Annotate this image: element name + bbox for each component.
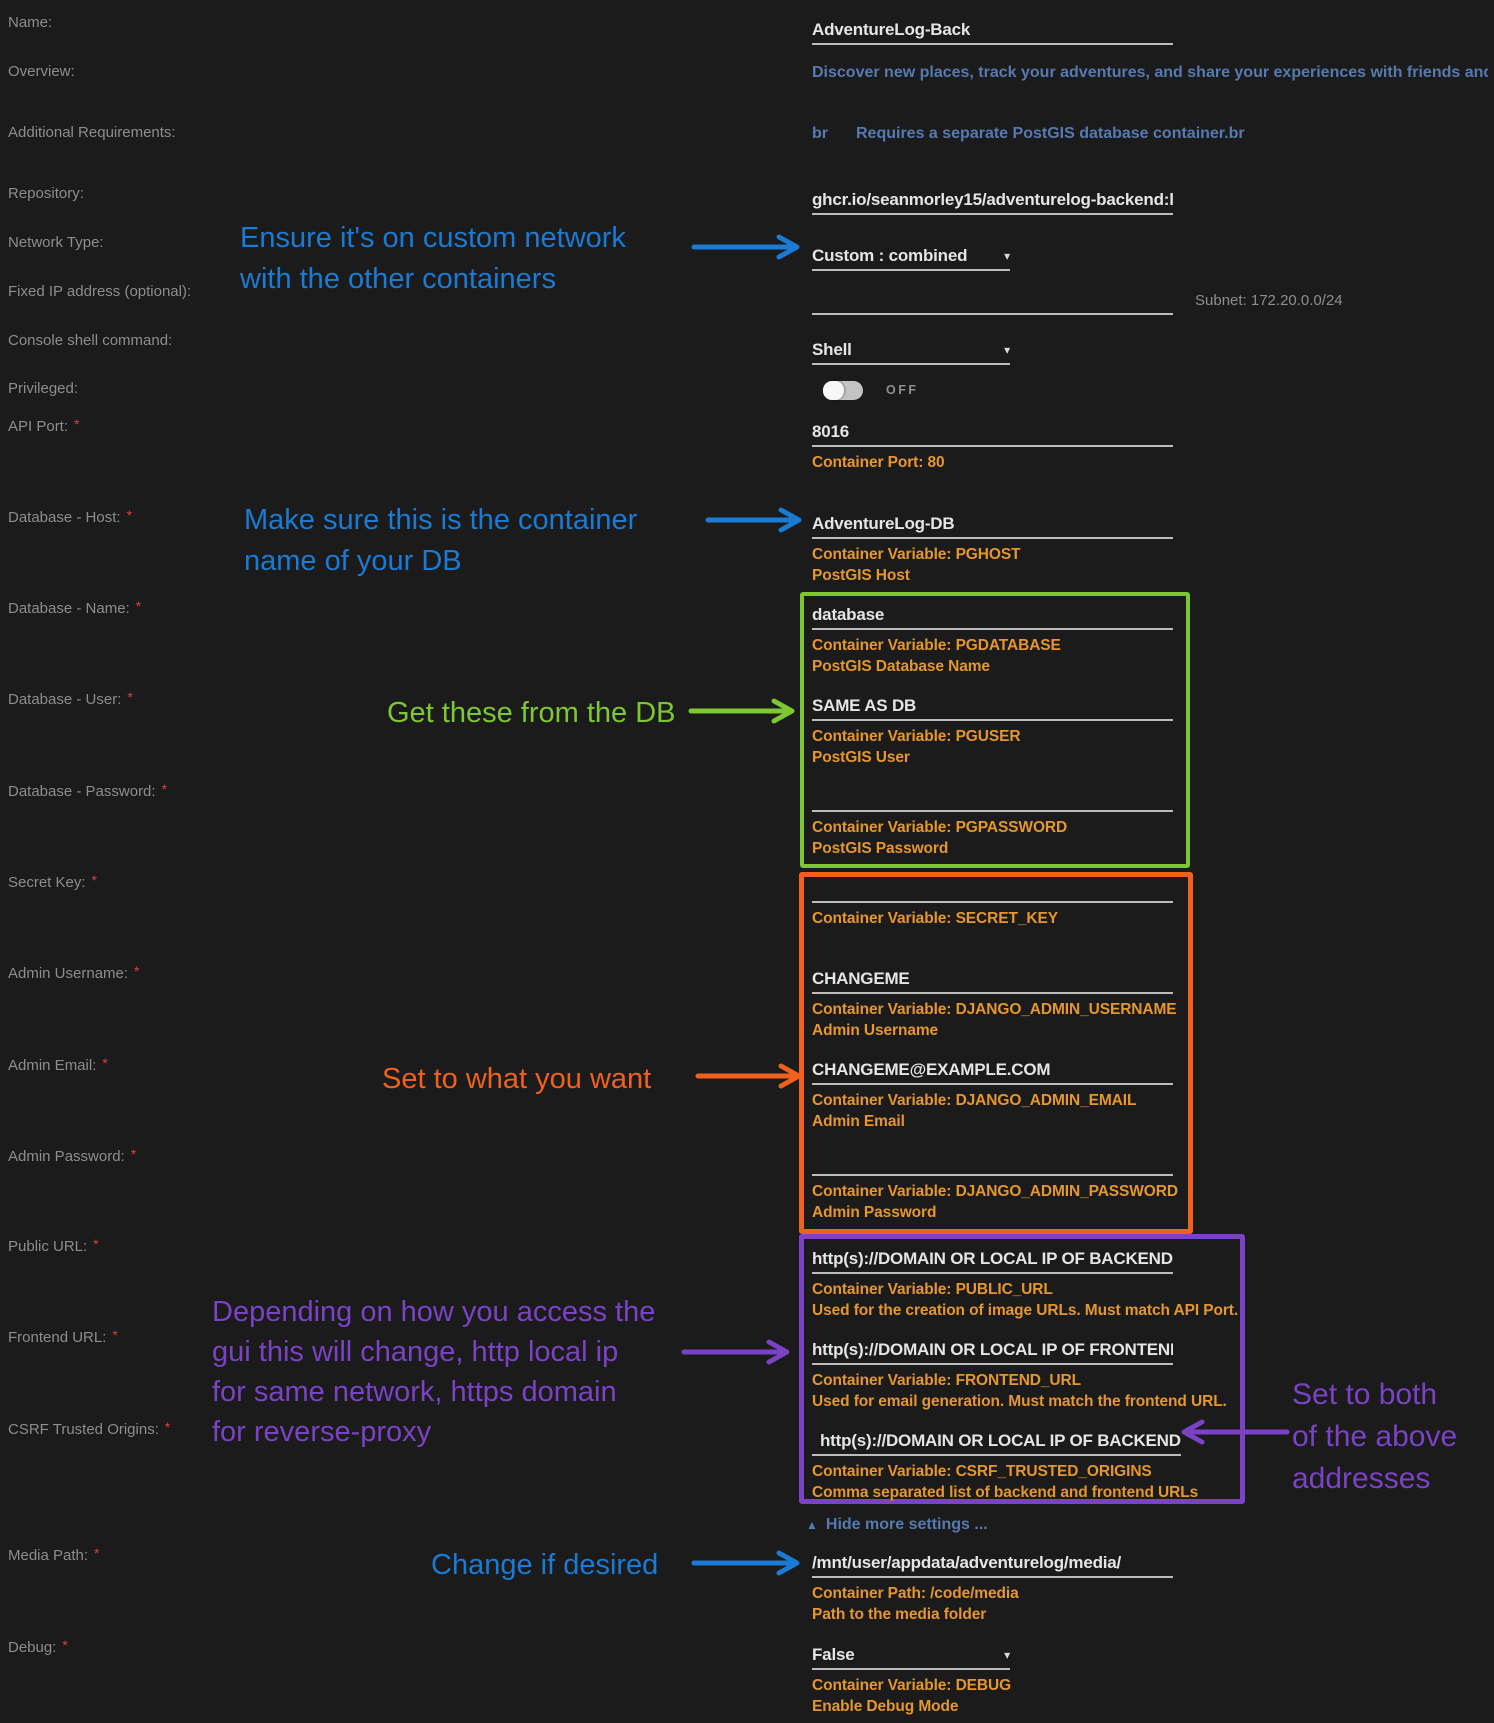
frontend-url-description: Used for email generation. Must match th… <box>812 1393 1227 1410</box>
csrf-origins-input[interactable]: http(s)://DOMAIN OR LOCAL IP OF BACKEND,… <box>812 1431 1181 1456</box>
field-label-fixed-ip: Fixed IP address (optional): <box>8 283 192 300</box>
privileged-toggle[interactable] <box>823 381 863 400</box>
annotation-network: Ensure it's on custom network with the o… <box>240 222 626 295</box>
admin-username-description: Admin Username <box>812 1022 939 1039</box>
fixed-ip-input[interactable] <box>812 290 1173 315</box>
db-user-input[interactable]: SAME AS DB <box>812 696 1173 721</box>
db-user-description: PostGIS User <box>812 749 910 766</box>
field-label-csrf-origins: CSRF Trusted Origins: * <box>8 1419 171 1438</box>
network-type-select[interactable]: Custom : combined ▾ <box>812 246 1010 271</box>
overview-text: Discover new places, track your adventur… <box>812 64 1488 81</box>
annotation-urls-left: Depending on how you access the gui this… <box>212 1296 656 1448</box>
media-path-input[interactable]: /mnt/user/appdata/adventurelog/media/ <box>812 1553 1173 1578</box>
admin-email-variable: Container Variable: DJANGO_ADMIN_EMAIL <box>812 1092 1137 1109</box>
field-label-additional-requirements: Additional Requirements: <box>8 124 176 141</box>
secret-key-variable: Container Variable: SECRET_KEY <box>812 910 1058 927</box>
subnet-info: Subnet: 172.20.0.0/24 <box>1195 292 1343 309</box>
field-label-db-host: Database - Host: * <box>8 507 133 526</box>
arrow-to-network-select <box>691 234 800 260</box>
frontend-url-input[interactable]: http(s)://DOMAIN OR LOCAL IP OF FRONTEND <box>812 1340 1173 1365</box>
public-url-input[interactable]: http(s)://DOMAIN OR LOCAL IP OF BACKEND <box>812 1249 1173 1274</box>
api-port-helper: Container Port: 80 <box>812 454 945 471</box>
public-url-description: Used for the creation of image URLs. Mus… <box>812 1302 1239 1319</box>
debug-select[interactable]: False ▾ <box>812 1645 1010 1670</box>
db-password-variable: Container Variable: PGPASSWORD <box>812 819 1068 836</box>
db-host-description: PostGIS Host <box>812 567 910 584</box>
db-name-variable: Container Variable: PGDATABASE <box>812 637 1061 654</box>
admin-password-input[interactable] <box>812 1151 1173 1176</box>
additional-requirements-text: br Requires a separate PostGIS database c… <box>812 125 1245 142</box>
db-password-input[interactable] <box>812 787 1173 812</box>
db-name-description: PostGIS Database Name <box>812 658 990 675</box>
annotation-db-credentials: Get these from the DB <box>387 697 676 729</box>
api-port-input[interactable]: 8016 <box>812 422 1173 447</box>
admin-email-description: Admin Email <box>812 1113 905 1130</box>
field-label-db-password: Database - Password: * <box>8 781 168 800</box>
arrow-to-admin-email <box>695 1063 802 1089</box>
db-user-variable: Container Variable: PGUSER <box>812 728 1021 745</box>
field-label-admin-username: Admin Username: * <box>8 963 140 982</box>
db-host-variable: Container Variable: PGHOST <box>812 546 1021 563</box>
field-label-secret-key: Secret Key: * <box>8 872 97 891</box>
admin-settings-highlight-box <box>799 872 1193 1234</box>
field-label-db-user: Database - User: * <box>8 689 133 708</box>
media-path-description: Path to the media folder <box>812 1606 987 1623</box>
admin-username-variable: Container Variable: DJANGO_ADMIN_USERNAM… <box>812 1001 1177 1018</box>
field-label-name: Name: <box>8 14 53 31</box>
admin-email-input[interactable]: CHANGEME@EXAMPLE.COM <box>812 1060 1173 1085</box>
field-label-repository: Repository: <box>8 185 84 202</box>
chevron-down-icon: ▾ <box>1004 1648 1010 1662</box>
db-host-input[interactable]: AdventureLog-DB <box>812 514 1173 539</box>
arrow-to-csrf-origins <box>1181 1419 1290 1445</box>
field-label-debug: Debug: * <box>8 1637 68 1656</box>
arrow-to-db-user <box>688 698 795 724</box>
csrf-origins-description: Comma separated list of backend and fron… <box>812 1484 1199 1501</box>
privileged-state-label: OFF <box>886 383 919 397</box>
toggle-knob <box>823 381 844 400</box>
field-label-db-name: Database - Name: * <box>8 598 142 617</box>
secret-key-input[interactable] <box>812 878 1173 903</box>
field-label-privileged: Privileged: <box>8 380 79 397</box>
field-label-network-type: Network Type: <box>8 234 104 251</box>
field-label-public-url: Public URL: * <box>8 1236 99 1255</box>
field-label-media-path: Media Path: * <box>8 1545 100 1564</box>
field-label-frontend-url: Frontend URL: * <box>8 1327 118 1346</box>
public-url-variable: Container Variable: PUBLIC_URL <box>812 1281 1053 1298</box>
admin-username-input[interactable]: CHANGEME <box>812 969 1173 994</box>
field-label-admin-email: Admin Email: * <box>8 1055 108 1074</box>
additional-requirements-link[interactable]: Requires a separate PostGIS database con… <box>856 125 1245 142</box>
debug-variable: Container Variable: DEBUG <box>812 1677 1012 1694</box>
chevron-up-icon: ▲ <box>806 1518 818 1532</box>
admin-password-description: Admin Password <box>812 1204 937 1221</box>
field-label-overview: Overview: <box>8 63 75 80</box>
annotation-admin-settings: Set to what you want <box>382 1063 652 1095</box>
field-label-admin-password: Admin Password: * <box>8 1146 137 1165</box>
name-input[interactable]: AdventureLog-Back <box>812 20 1173 45</box>
db-credentials-highlight-box <box>800 592 1190 868</box>
chevron-down-icon: ▾ <box>1004 249 1010 263</box>
hide-more-settings-link[interactable]: ▲ Hide more settings ... <box>806 1516 988 1533</box>
db-password-description: PostGIS Password <box>812 840 949 857</box>
debug-description: Enable Debug Mode <box>812 1698 959 1715</box>
arrow-to-frontend-url <box>681 1339 790 1365</box>
console-shell-select[interactable]: Shell ▾ <box>812 340 1010 365</box>
arrow-to-media-path <box>691 1550 800 1576</box>
admin-password-variable: Container Variable: DJANGO_ADMIN_PASSWOR… <box>812 1183 1178 1200</box>
annotation-db-host: Make sure this is the container name of … <box>244 504 638 577</box>
db-name-input[interactable]: database <box>812 605 1173 630</box>
csrf-origins-variable: Container Variable: CSRF_TRUSTED_ORIGINS <box>812 1463 1152 1480</box>
annotation-media-path: Change if desired <box>431 1549 659 1581</box>
chevron-down-icon: ▾ <box>1004 343 1010 357</box>
arrow-to-db-host <box>705 507 802 533</box>
url-settings-highlight-box <box>799 1234 1245 1504</box>
field-label-console-shell: Console shell command: <box>8 332 173 349</box>
repository-input[interactable]: ghcr.io/seanmorley15/adventurelog-backen… <box>812 190 1173 215</box>
frontend-url-variable: Container Variable: FRONTEND_URL <box>812 1372 1081 1389</box>
annotation-urls-right: Set to both of the above addresses <box>1292 1378 1458 1495</box>
field-label-api-port: API Port: * <box>8 416 80 435</box>
media-path-container-path: Container Path: /code/media <box>812 1585 1019 1602</box>
